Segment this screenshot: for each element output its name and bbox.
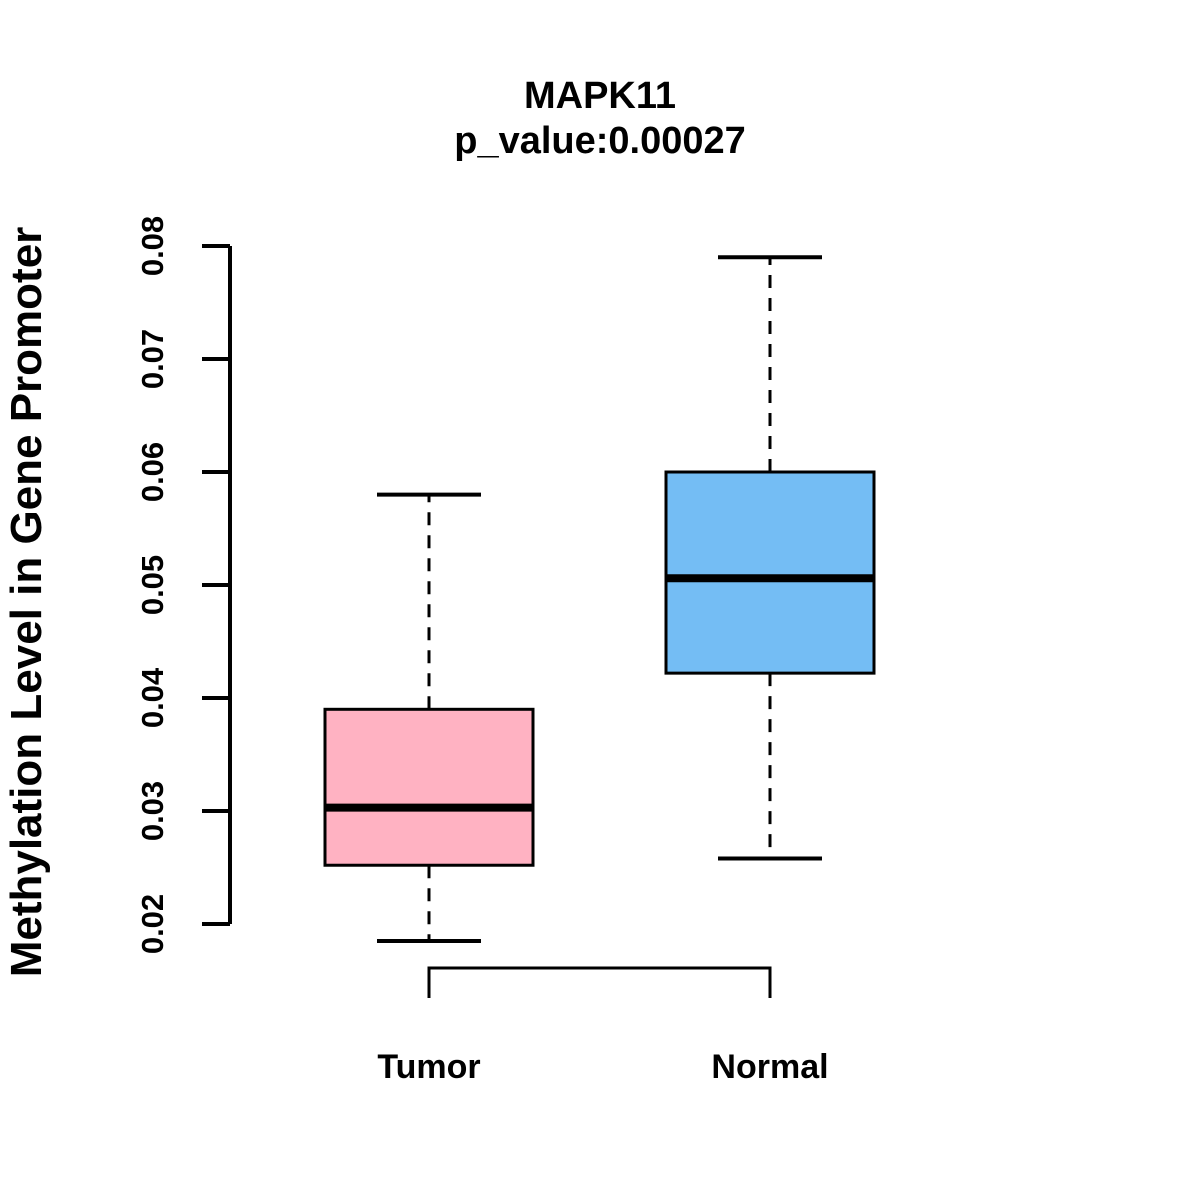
- y-tick-label: 0.06: [135, 442, 170, 502]
- y-tick-label: 0.02: [135, 894, 170, 954]
- y-tick-label: 0.05: [135, 555, 170, 615]
- y-tick-label: 0.03: [135, 781, 170, 841]
- plot-layer: 0.02 0.03 0.04 0.05 0.06 0.07 0.08 Tumor Normal: [135, 216, 876, 1086]
- x-category-label: Normal: [711, 1048, 828, 1086]
- y-tick-label: 0.07: [135, 329, 170, 389]
- chart-title: MAPK11: [524, 75, 676, 117]
- y-tick-label: 0.08: [135, 216, 170, 276]
- chart-subtitle: p_value:0.00027: [454, 120, 746, 162]
- y-tick-label: 0.04: [135, 667, 170, 728]
- y-axis-label: Methylation Level in Gene Promoter: [2, 227, 51, 978]
- box-tumor: [323, 707, 535, 867]
- box-normal: [664, 470, 876, 675]
- x-axis-bracket: [427, 966, 772, 998]
- x-category-label: Tumor: [377, 1048, 480, 1086]
